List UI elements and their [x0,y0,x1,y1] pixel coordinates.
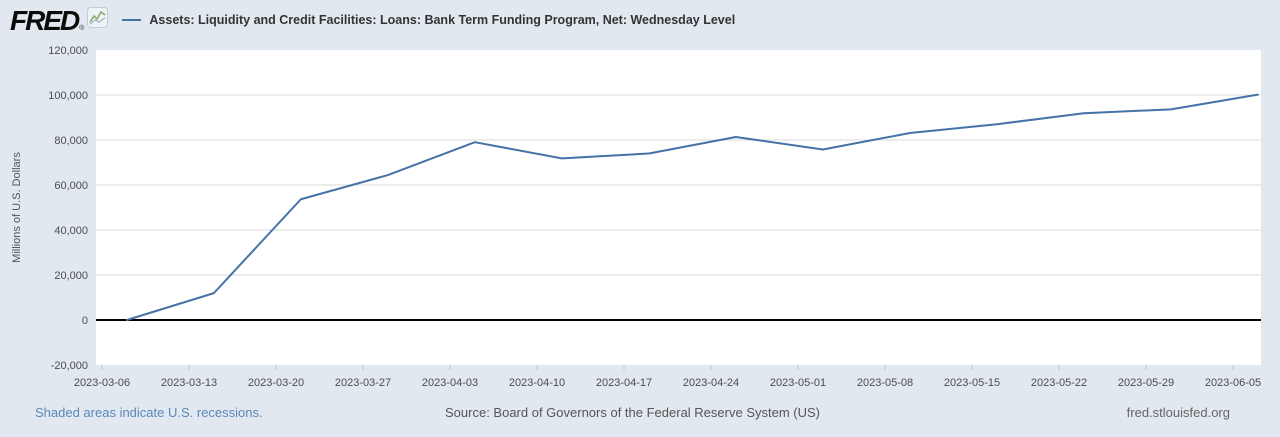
chart-legend-item[interactable]: Assets: Liquidity and Credit Facilities:… [122,13,735,27]
y-axis-tick-label: 40,000 [54,225,88,237]
fred-logo-registered-mark: ® [79,24,85,32]
y-axis-tick-label: 80,000 [54,135,88,147]
legend-line-swatch [122,19,142,21]
fred-logo[interactable]: FRED ® [10,4,109,36]
x-axis-tick-label: 2023-04-10 [509,377,565,389]
recessions-note-link[interactable]: Shaded areas indicate U.S. recessions. [35,404,263,420]
x-axis-tick-label: 2023-05-01 [770,377,826,389]
chart-footer: Shaded areas indicate U.S. recessions. S… [0,397,1280,427]
x-axis-tick-label: 2023-04-03 [422,377,478,389]
y-axis-tick-label: 20,000 [54,270,88,282]
plot-area[interactable] [96,50,1261,365]
fred-logo-chart-icon [87,6,109,33]
series-line [125,93,1259,321]
x-axis-tick-label: 2023-05-22 [1031,377,1087,389]
chart-header: FRED ® Assets: Liquidity and Credit Faci… [0,0,1280,40]
x-axis-tick-label: 2023-04-17 [596,377,652,389]
x-axis-tick-label: 2023-05-15 [944,377,1000,389]
fred-site-link[interactable]: fred.stlouisfed.org [1126,404,1230,420]
x-axis-tick-label: 2023-05-08 [857,377,913,389]
y-axis-tick-label: 60,000 [54,180,88,192]
x-axis-tick-label: 2023-06-05 [1205,377,1261,389]
line-chart[interactable]: 120,000 100,000 80,000 60,000 40,000 20,000 0 -… [0,40,1280,396]
x-axis-tick-label: 2023-03-13 [161,377,217,389]
y-axis-title: Millions of U.S. Dollars [11,152,23,263]
source-text: Source: Board of Governors of the Federa… [445,404,820,420]
x-axis-tick-label: 2023-03-27 [335,377,391,389]
x-axis-tick-label: 2023-03-20 [248,377,304,389]
y-axis-tick-label: 100,000 [48,90,88,102]
y-axis-tick-label: 0 [82,315,88,327]
x-axis-tick-label: 2023-03-06 [74,377,130,389]
fred-logo-text: FRED [10,4,80,36]
y-axis-tick-label: 120,000 [48,45,88,57]
y-axis-tick-label: -20,000 [51,360,88,372]
x-axis-tick-label: 2023-04-24 [683,377,739,389]
legend-series-label: Assets: Liquidity and Credit Facilities:… [149,13,736,27]
x-axis-tick-label: 2023-05-29 [1118,377,1174,389]
